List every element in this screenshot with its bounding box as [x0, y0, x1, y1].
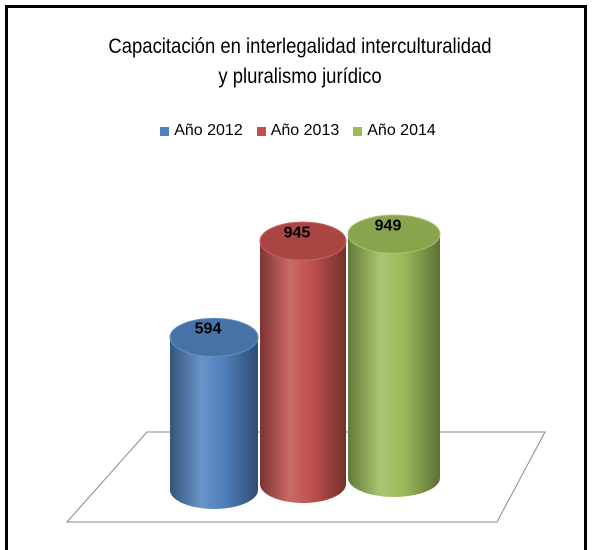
chart-frame	[5, 5, 587, 550]
legend-label: Año 2014	[367, 122, 436, 139]
data-label: 949	[375, 217, 402, 234]
cylinder-top	[169, 317, 259, 357]
cylinder	[348, 234, 440, 497]
chart-title: Capacitación en interlegalidad intercult…	[108, 35, 492, 88]
legend-label: Año 2013	[270, 122, 340, 139]
legend-swatch	[160, 126, 170, 136]
legend-entry: Año 2013	[256, 122, 340, 140]
legend: Año 2012 Año 2013 Año 2014	[0, 122, 596, 140]
cylinder	[260, 241, 346, 503]
data-label: 594	[195, 321, 222, 338]
cylinder-top	[259, 221, 347, 261]
cylinder	[170, 337, 258, 509]
legend-entry: Año 2012	[160, 122, 243, 140]
legend-entry: Año 2014	[353, 122, 436, 140]
data-label: 945	[284, 224, 311, 241]
legend-swatch	[353, 126, 363, 136]
legend-swatch	[256, 126, 266, 136]
legend-label: Año 2012	[174, 122, 243, 139]
cylinder-top	[347, 214, 441, 254]
